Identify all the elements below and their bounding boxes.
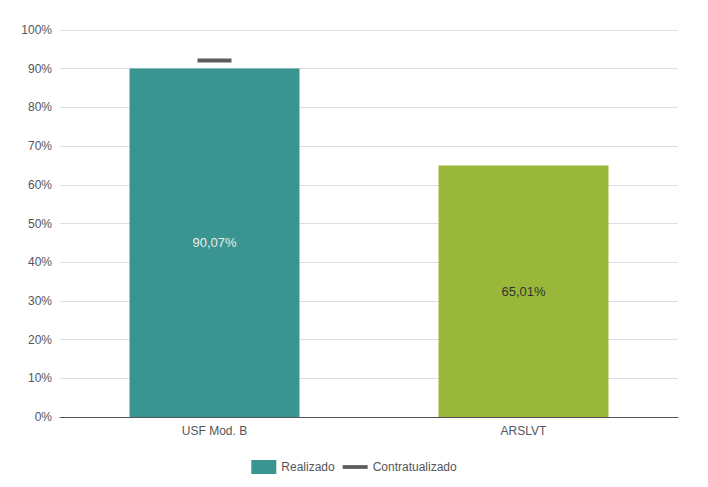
svg-text:60%: 60% [28, 178, 52, 192]
svg-text:50%: 50% [28, 217, 52, 231]
svg-text:20%: 20% [28, 333, 52, 347]
svg-text:90,07%: 90,07% [192, 235, 237, 250]
svg-text:80%: 80% [28, 100, 52, 114]
svg-text:Contratualizado: Contratualizado [373, 460, 457, 474]
svg-text:65,01%: 65,01% [501, 284, 546, 299]
svg-text:30%: 30% [28, 294, 52, 308]
svg-text:0%: 0% [35, 410, 53, 424]
svg-text:USF Mod. B: USF Mod. B [182, 424, 247, 438]
svg-text:40%: 40% [28, 255, 52, 269]
svg-text:10%: 10% [28, 371, 52, 385]
svg-text:70%: 70% [28, 139, 52, 153]
svg-text:90%: 90% [28, 62, 52, 76]
svg-text:Realizado: Realizado [281, 460, 335, 474]
svg-text:100%: 100% [21, 23, 52, 37]
svg-text:ARSLVT: ARSLVT [501, 424, 547, 438]
